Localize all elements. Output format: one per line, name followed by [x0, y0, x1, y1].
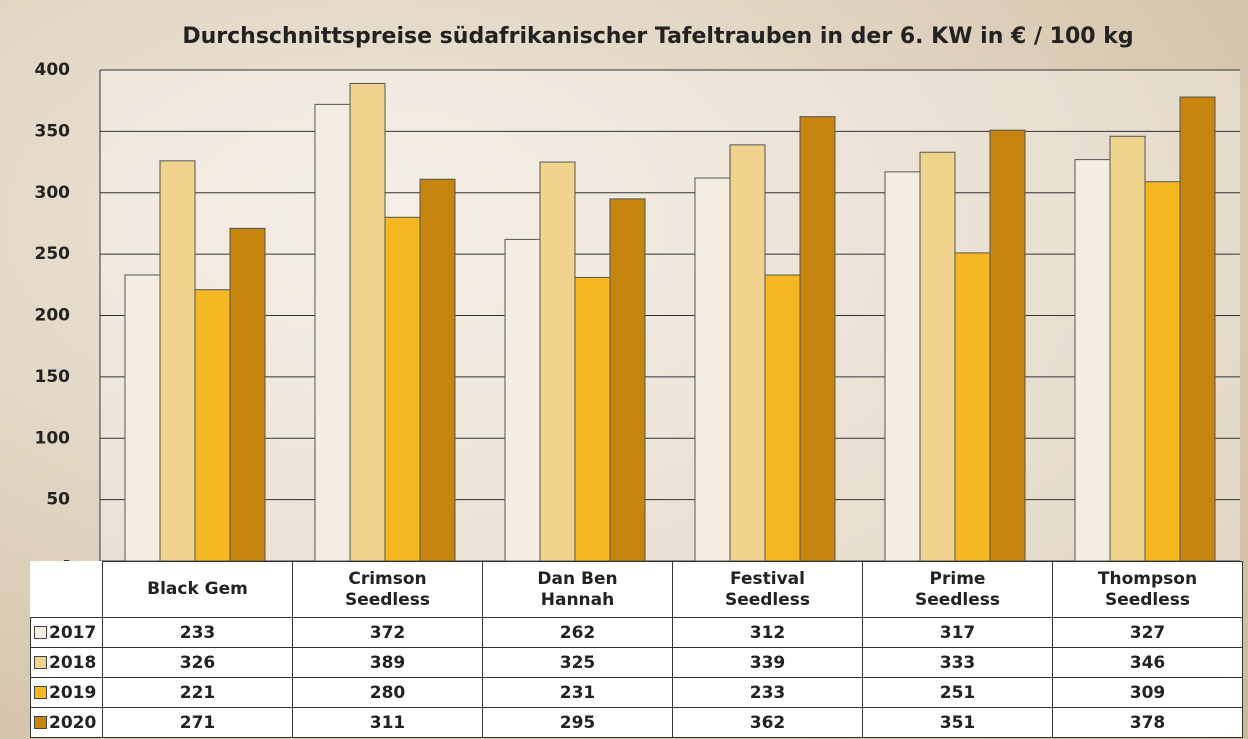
- value-cell: 309: [1052, 677, 1243, 708]
- x-tick-label: Thompson Seedless: [1097, 568, 1198, 610]
- category-cell: Prime Seedless: [862, 561, 1053, 618]
- y-tick-label: 350: [35, 121, 71, 141]
- bar: [919, 151, 956, 562]
- legend-label: 2018: [49, 652, 97, 673]
- value-cell: 311: [292, 707, 483, 738]
- bar: [504, 238, 541, 562]
- bar: [1144, 181, 1181, 562]
- bar: [694, 177, 731, 562]
- bar: [574, 276, 611, 562]
- x-tick-label: Dan Ben Hannah: [537, 568, 618, 610]
- value-cell: 325: [482, 647, 673, 678]
- bar: [159, 160, 196, 562]
- value-cell: 327: [1052, 617, 1243, 648]
- bar: [764, 274, 801, 562]
- y-tick-label: 200: [35, 306, 71, 326]
- value-cell: 231: [482, 677, 673, 708]
- legend-cell: 2018: [30, 647, 103, 678]
- y-tick-label: 400: [35, 60, 71, 80]
- value-cell: 378: [1052, 707, 1243, 738]
- bar: [384, 216, 421, 562]
- data-table: Black Gem Crimson Seedless Dan Ben Hannah F…: [30, 561, 1243, 738]
- corner-cell: [31, 562, 103, 618]
- bar: [799, 116, 836, 562]
- value-cell: 339: [672, 647, 863, 678]
- value-cell: 351: [862, 707, 1053, 738]
- value-cell: 326: [102, 647, 293, 678]
- x-tick-label: Black Gem: [147, 579, 248, 599]
- bar: [1074, 159, 1111, 562]
- value-cell: 295: [482, 707, 673, 738]
- legend-swatch: [34, 655, 47, 669]
- value-cell: 251: [862, 677, 1053, 708]
- legend-cell: 2019: [30, 677, 103, 708]
- value-cell: 346: [1052, 647, 1243, 678]
- legend-label: 2019: [49, 682, 97, 703]
- legend-swatch: [34, 715, 47, 729]
- category-cell: Festival Seedless: [672, 561, 863, 618]
- y-tick-label: 250: [35, 244, 71, 264]
- value-cell: 312: [672, 617, 863, 648]
- value-cell: 372: [292, 617, 483, 648]
- x-tick-label: Crimson Seedless: [344, 568, 431, 610]
- bar: [419, 178, 456, 562]
- legend-cell: 2017: [30, 617, 103, 648]
- category-cell: Black Gem: [102, 561, 293, 618]
- legend-cell: 2020: [30, 707, 103, 738]
- y-tick-label: 100: [35, 428, 71, 448]
- value-cell: 389: [292, 647, 483, 678]
- value-cell: 317: [862, 617, 1053, 648]
- x-tick-label: Prime Seedless: [914, 568, 1001, 610]
- legend-label: 2017: [49, 622, 97, 643]
- chart-title: Durchschnittspreise südafrikanischer Taf…: [182, 24, 1133, 49]
- value-cell: 233: [672, 677, 863, 708]
- legend-label: 2020: [49, 712, 97, 733]
- legend-swatch: [34, 685, 47, 699]
- table-row: 2020 271 311 295 362 351 378: [30, 707, 1243, 738]
- bar: [314, 103, 351, 562]
- bar: [729, 144, 766, 562]
- bar: [194, 289, 231, 562]
- bar: [1109, 135, 1146, 562]
- table-row: 2019 221 280 231 233 251 309: [30, 677, 1243, 708]
- value-cell: 221: [102, 677, 293, 708]
- table-row: 2018 326 389 325 339 333 346: [30, 647, 1243, 678]
- y-tick-label: 50: [46, 490, 70, 510]
- bar: [884, 171, 921, 562]
- value-cell: 233: [102, 617, 293, 648]
- bar: [349, 83, 386, 562]
- value-cell: 333: [862, 647, 1053, 678]
- bar: [609, 198, 646, 562]
- bar: [539, 161, 576, 562]
- y-tick-label: 150: [35, 367, 71, 387]
- y-tick-label: 300: [35, 183, 71, 203]
- table-header-row: Black Gem Crimson Seedless Dan Ben Hannah F…: [31, 561, 1243, 618]
- legend-swatch: [34, 625, 47, 639]
- bar: [954, 252, 991, 562]
- category-cell: Crimson Seedless: [292, 561, 483, 618]
- category-cell: Thompson Seedless: [1052, 561, 1243, 618]
- x-tick-label: Festival Seedless: [724, 568, 811, 610]
- bar: [1179, 96, 1216, 562]
- bar: [989, 129, 1026, 562]
- bar: [229, 227, 266, 562]
- value-cell: 280: [292, 677, 483, 708]
- value-cell: 262: [482, 617, 673, 648]
- value-cell: 362: [672, 707, 863, 738]
- value-cell: 271: [102, 707, 293, 738]
- table-row: 2017 233 372 262 312 317 327: [30, 617, 1243, 648]
- bar: [124, 274, 161, 562]
- category-cell: Dan Ben Hannah: [482, 561, 673, 618]
